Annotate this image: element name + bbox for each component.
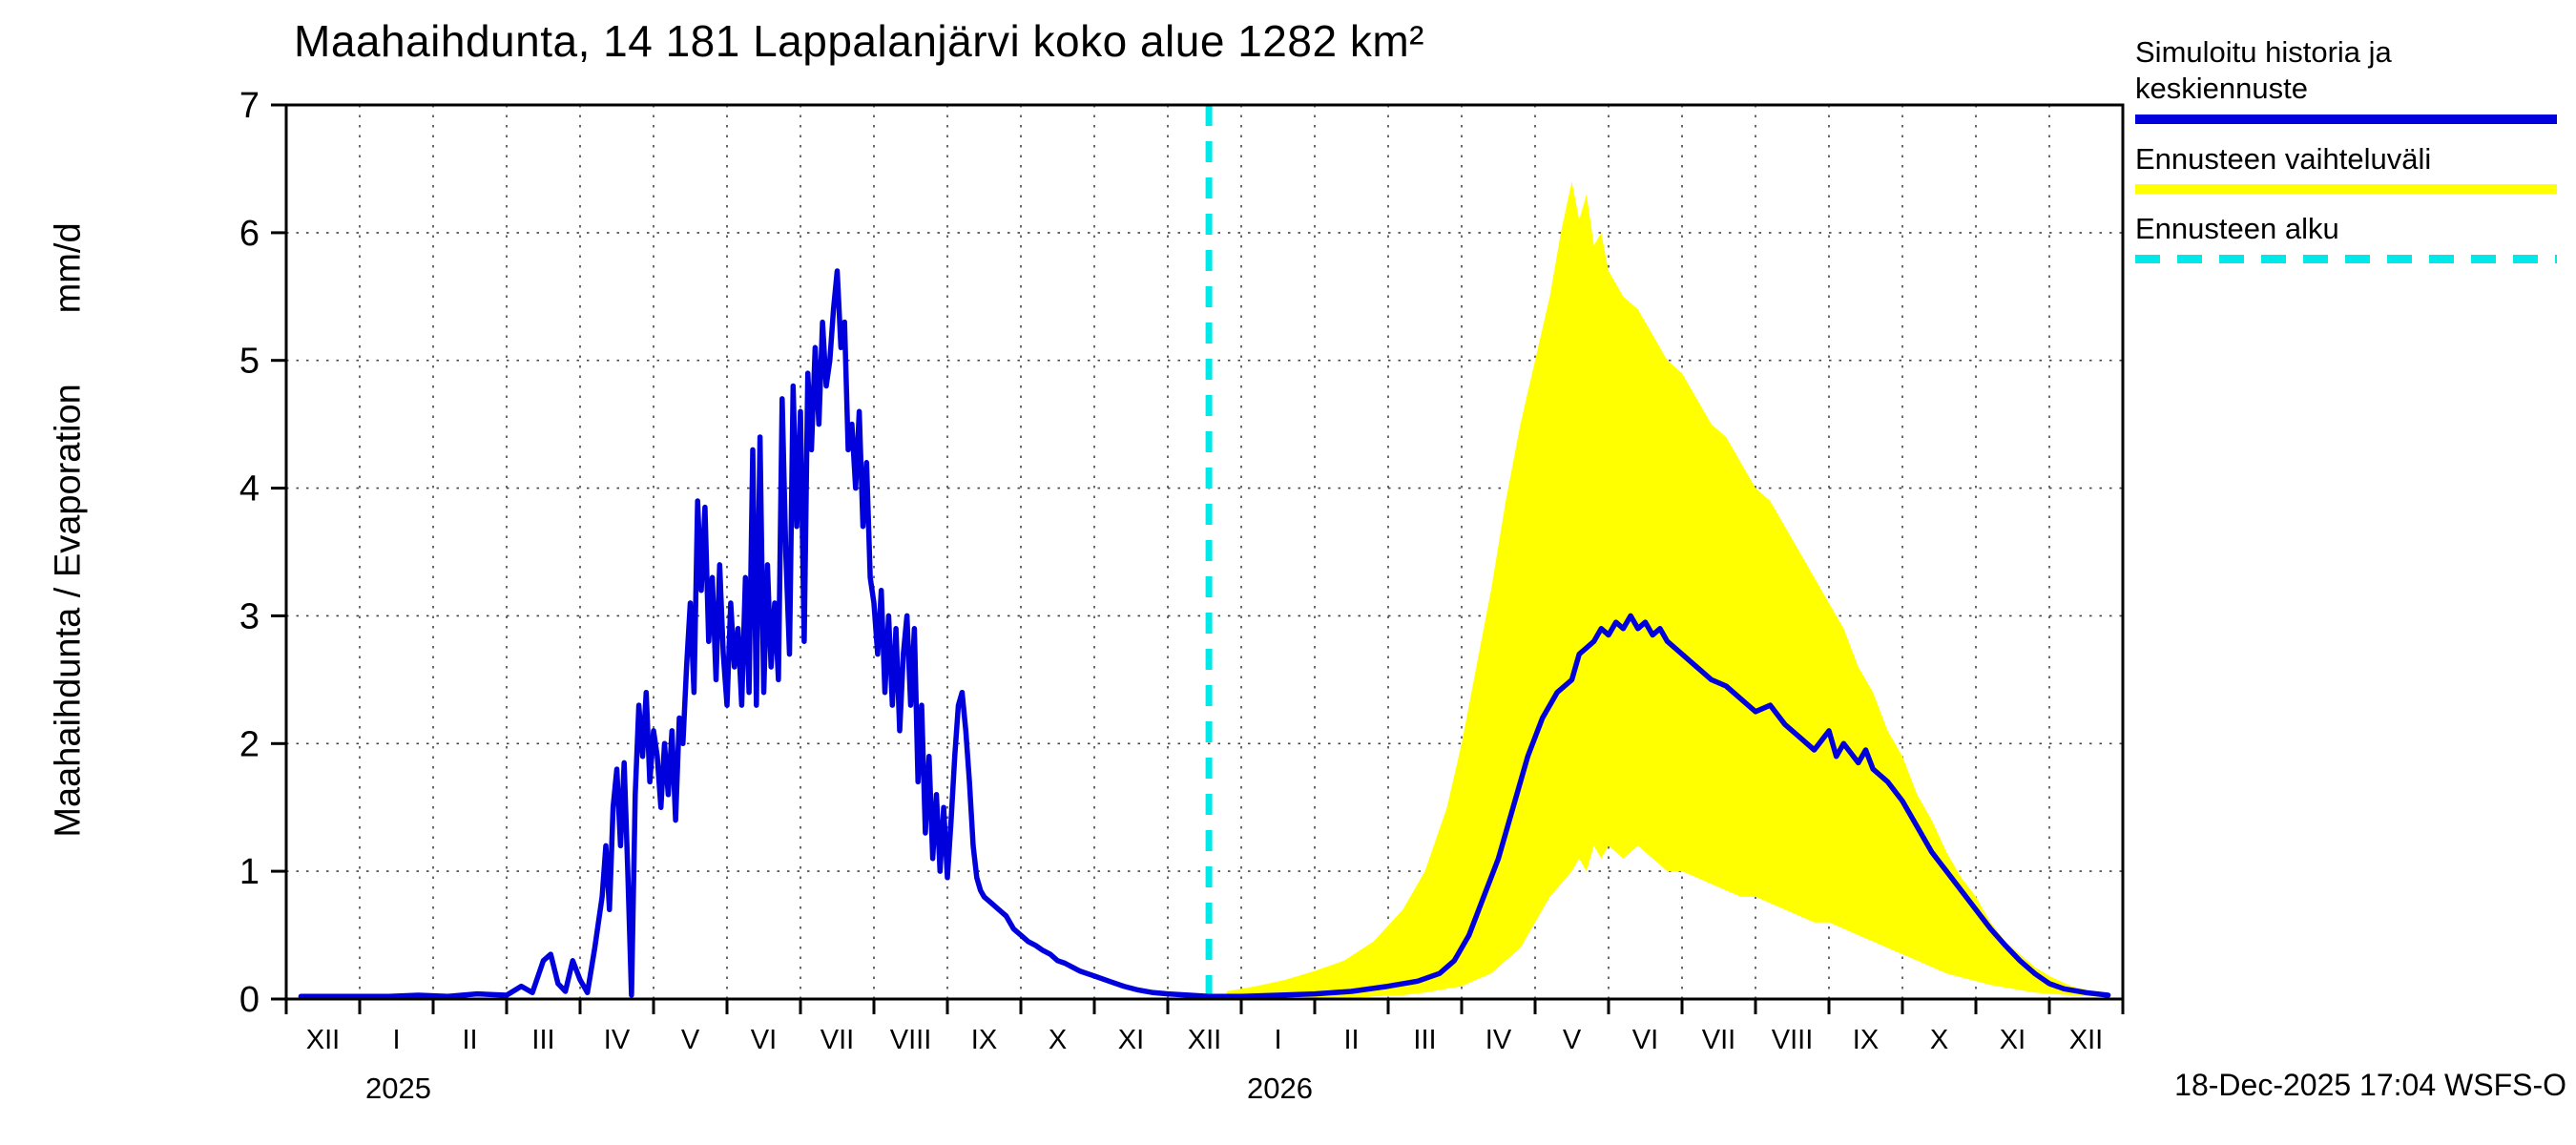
svg-text:IV: IV <box>604 1025 631 1055</box>
legend-label-range: Ennusteen vaihteluväli <box>2135 141 2432 176</box>
legend-entry-forecast-start: Ennusteen alku <box>2135 211 2557 264</box>
svg-text:2: 2 <box>239 724 260 764</box>
legend-entry-history: Simuloitu historia ja keskiennuste <box>2135 34 2557 124</box>
svg-text:XII: XII <box>1188 1025 1221 1055</box>
svg-text:X: X <box>1049 1025 1067 1055</box>
svg-text:XI: XI <box>2000 1025 2025 1055</box>
svg-text:I: I <box>392 1025 400 1055</box>
svg-text:I: I <box>1274 1025 1281 1055</box>
legend-range-line-swatch <box>2135 184 2557 195</box>
legend: Simuloitu historia ja keskiennuste Ennus… <box>2135 34 2557 267</box>
svg-text:VII: VII <box>821 1025 854 1055</box>
svg-text:2025: 2025 <box>365 1072 431 1105</box>
svg-text:VIII: VIII <box>1772 1025 1814 1055</box>
svg-text:6: 6 <box>239 214 260 254</box>
svg-text:XII: XII <box>306 1025 340 1055</box>
svg-text:III: III <box>1413 1025 1436 1055</box>
svg-text:II: II <box>1343 1025 1359 1055</box>
svg-text:VII: VII <box>1702 1025 1735 1055</box>
svg-text:1: 1 <box>239 852 260 892</box>
svg-text:V: V <box>1563 1025 1582 1055</box>
chart-title: Maahaihdunta, 14 181 Lappalanjärvi koko … <box>294 16 1424 66</box>
legend-history-line-swatch <box>2135 114 2557 124</box>
svg-text:IV: IV <box>1485 1025 1512 1055</box>
svg-text:V: V <box>681 1025 700 1055</box>
svg-text:0: 0 <box>239 980 260 1020</box>
svg-text:VIII: VIII <box>890 1025 932 1055</box>
svg-text:XII: XII <box>2069 1025 2103 1055</box>
svg-text:VI: VI <box>751 1025 777 1055</box>
svg-text:5: 5 <box>239 342 260 382</box>
svg-text:IX: IX <box>971 1025 997 1055</box>
legend-label-history: Simuloitu historia ja keskiennuste <box>2135 35 2392 105</box>
svg-text:7: 7 <box>239 86 260 126</box>
legend-forecast-start-dashed-swatch <box>2135 255 2557 264</box>
svg-text:2026: 2026 <box>1247 1072 1313 1105</box>
legend-label-forecast-start: Ennusteen alku <box>2135 212 2339 246</box>
svg-text:XI: XI <box>1118 1025 1144 1055</box>
svg-text:VI: VI <box>1632 1025 1658 1055</box>
svg-text:X: X <box>1930 1025 1948 1055</box>
svg-text:4: 4 <box>239 469 260 510</box>
svg-text:3: 3 <box>239 596 260 636</box>
svg-text:II: II <box>462 1025 477 1055</box>
legend-entry-range: Ennusteen vaihteluväli <box>2135 141 2557 195</box>
timestamp-watermark: 18-Dec-2025 17:04 WSFS-O <box>2174 1068 2566 1102</box>
svg-text:III: III <box>531 1025 554 1055</box>
svg-text:IX: IX <box>1853 1025 1879 1055</box>
